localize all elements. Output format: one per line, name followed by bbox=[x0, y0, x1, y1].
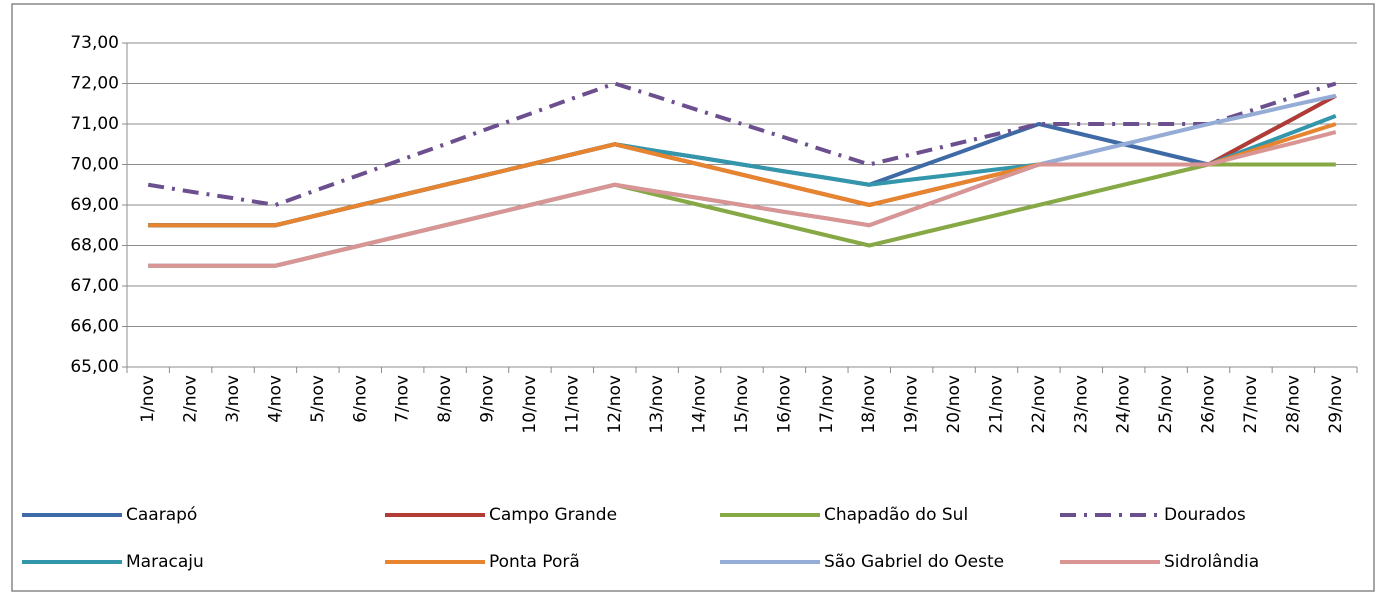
x-tick-label: 12/nov bbox=[605, 375, 625, 434]
series-line bbox=[147, 81, 1337, 207]
x-tick-label: 10/nov bbox=[520, 375, 540, 434]
x-tick-label: 1/nov bbox=[138, 375, 158, 423]
y-tick-label: 67,00 bbox=[70, 276, 119, 296]
x-tick-label: 27/nov bbox=[1241, 375, 1261, 434]
x-tick-label: 5/nov bbox=[308, 375, 328, 423]
y-tick-label: 66,00 bbox=[70, 317, 119, 337]
x-tick-label: 25/nov bbox=[1156, 375, 1176, 434]
x-tick-label: 21/nov bbox=[986, 375, 1006, 434]
x-tick-label: 2/nov bbox=[181, 375, 201, 423]
x-tick-label: 15/nov bbox=[732, 375, 752, 434]
y-tick-label: 68,00 bbox=[70, 236, 119, 256]
legend-label: Campo Grande bbox=[489, 505, 617, 525]
legend-label: Chapadão do Sul bbox=[824, 505, 968, 525]
x-tick-label: 20/nov bbox=[944, 375, 964, 434]
y-tick-label: 69,00 bbox=[70, 195, 119, 215]
legend-label: Maracaju bbox=[126, 552, 204, 572]
x-tick-label: 8/nov bbox=[435, 375, 455, 423]
legend-label: Ponta Porã bbox=[489, 552, 580, 572]
legend-label: Sidrolândia bbox=[1164, 552, 1259, 572]
y-tick-label: 65,00 bbox=[70, 357, 119, 377]
x-tick-label: 28/nov bbox=[1283, 375, 1303, 434]
legend-label: Dourados bbox=[1164, 505, 1246, 525]
x-tick-label: 26/nov bbox=[1199, 375, 1219, 434]
x-tick-label: 7/nov bbox=[393, 375, 413, 423]
x-tick-label: 9/nov bbox=[478, 375, 498, 423]
x-tick-label: 3/nov bbox=[223, 375, 243, 423]
x-tick-label: 6/nov bbox=[350, 375, 370, 423]
x-tick-label: 24/nov bbox=[1114, 375, 1134, 434]
x-tick-label: 13/nov bbox=[647, 375, 667, 434]
x-tick-label: 4/nov bbox=[265, 375, 285, 423]
x-tick-label: 29/nov bbox=[1326, 375, 1346, 434]
legend-label: Caarapó bbox=[126, 505, 197, 525]
x-tick-label: 11/nov bbox=[562, 375, 582, 434]
x-tick-label: 19/nov bbox=[902, 375, 922, 434]
x-tick-label: 17/nov bbox=[817, 375, 837, 434]
x-tick-label: 18/nov bbox=[859, 375, 879, 434]
y-tick-label: 72,00 bbox=[70, 74, 119, 94]
y-tick-label: 71,00 bbox=[70, 114, 119, 134]
y-tick-label: 73,00 bbox=[70, 33, 119, 53]
x-tick-label: 14/nov bbox=[690, 375, 710, 434]
series-line bbox=[148, 130, 1337, 268]
x-tick-label: 16/nov bbox=[774, 375, 794, 434]
x-tick-label: 22/nov bbox=[1029, 375, 1049, 434]
x-tick-label: 23/nov bbox=[1071, 375, 1091, 434]
legend-label: São Gabriel do Oeste bbox=[824, 552, 1004, 572]
chart-border bbox=[11, 3, 1375, 592]
y-tick-label: 70,00 bbox=[70, 155, 119, 175]
